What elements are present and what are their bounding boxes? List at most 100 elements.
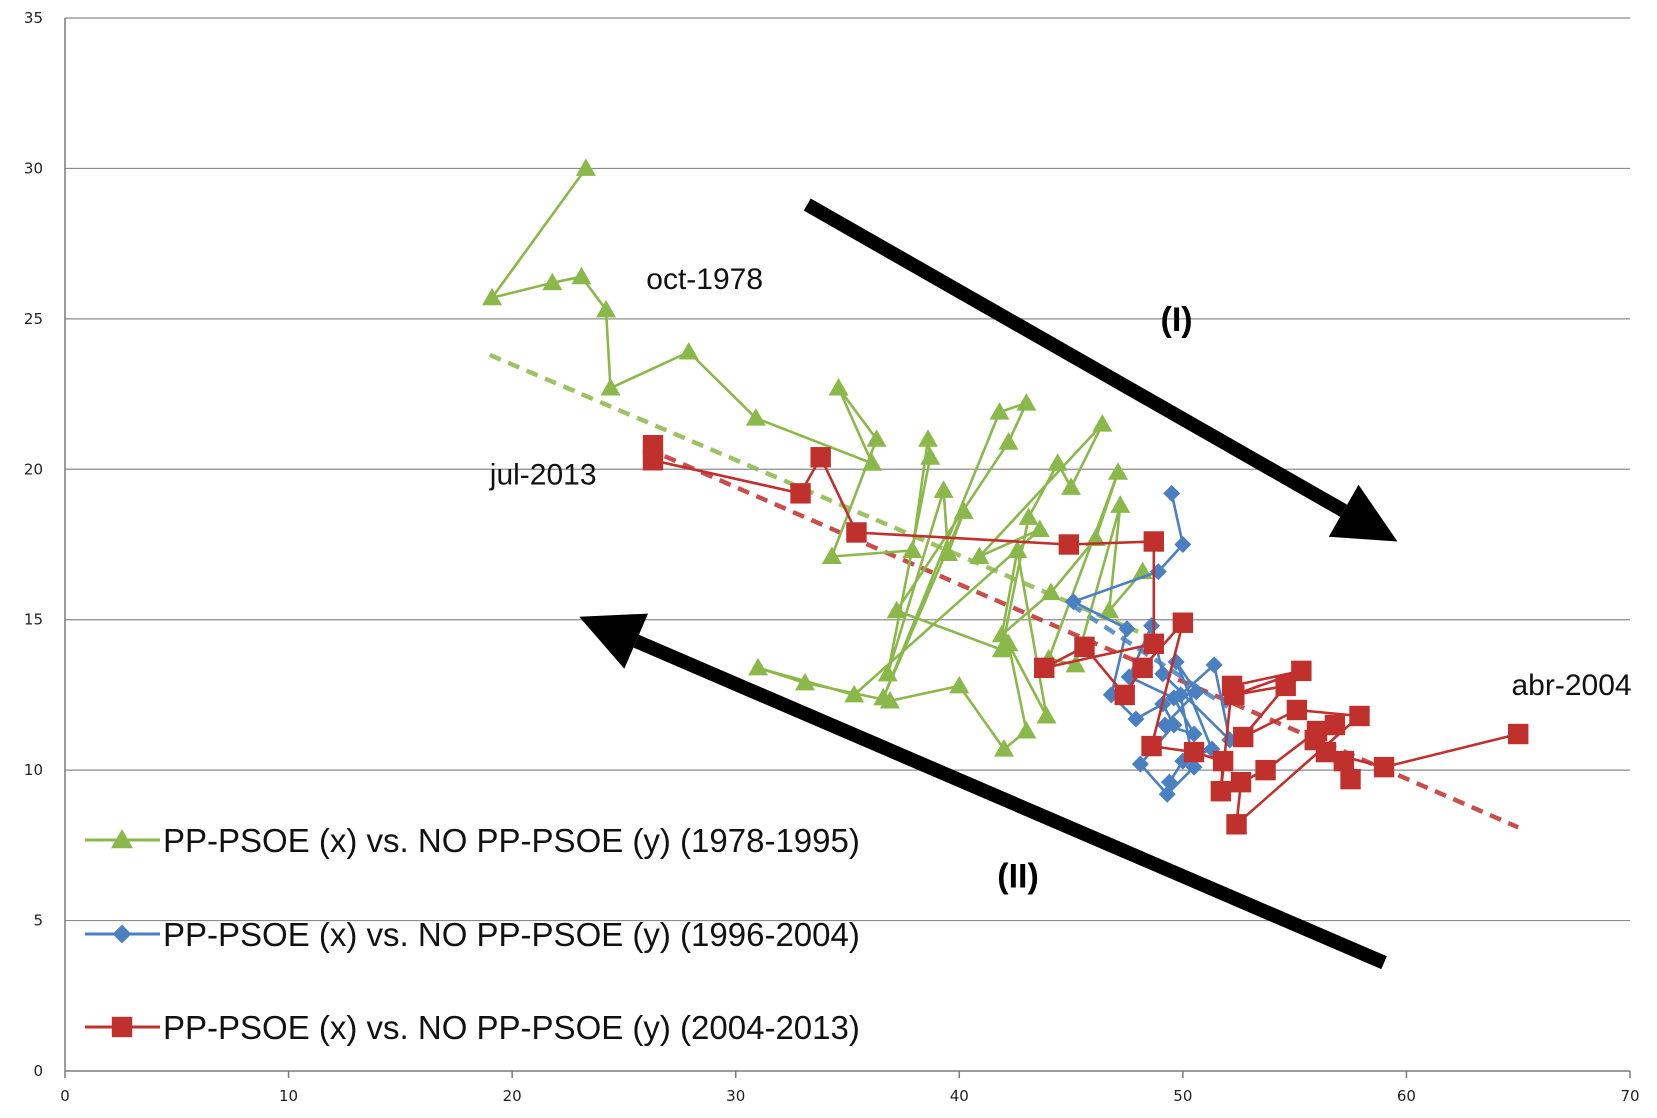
data-point-triangle (1099, 600, 1120, 619)
data-point-square (1275, 675, 1296, 697)
annotation-label: jul-2013 (489, 458, 597, 491)
data-point-triangle (998, 432, 1019, 450)
data-point-triangle (828, 378, 849, 396)
data-point-diamond (1174, 536, 1192, 553)
legend-label: PP-PSOE (x) vs. NO PP-PSOE (y) (1978-199… (163, 822, 860, 859)
data-point-square (1224, 684, 1245, 706)
trendline (1069, 602, 1229, 709)
data-point-diamond (1160, 773, 1178, 791)
data-point-triangle (111, 829, 133, 849)
x-tick-label: 30 (726, 1087, 745, 1105)
data-point-triangle (748, 657, 769, 676)
data-point-triangle (879, 690, 900, 709)
data-point-triangle (1018, 507, 1039, 525)
data-point-square (1210, 781, 1232, 802)
y-tick-label: 0 (33, 1062, 43, 1080)
data-point-diamond (1143, 617, 1161, 635)
data-point-square (1212, 750, 1234, 772)
data-point-diamond (112, 924, 132, 944)
data-point-triangle (998, 633, 1019, 652)
series-group (1064, 484, 1239, 803)
data-point-triangle (989, 402, 1010, 420)
data-point-square (1132, 657, 1153, 679)
data-point-triangle (1040, 582, 1061, 601)
y-tick-label: 5 (33, 912, 43, 930)
data-point-diamond (1205, 656, 1223, 674)
data-point-square (1340, 768, 1361, 790)
data-point-triangle (1036, 705, 1057, 724)
annotation-label: (I) (1161, 301, 1193, 339)
data-point-diamond (1118, 620, 1136, 638)
data-point-diamond (1064, 593, 1082, 611)
data-point-triangle (991, 624, 1012, 643)
data-point-triangle (877, 663, 898, 682)
data-point-diamond (1165, 716, 1183, 734)
x-tick-label: 60 (1397, 1087, 1416, 1105)
series-group (482, 158, 1153, 757)
data-point-triangle (953, 501, 974, 519)
data-point-triangle (949, 675, 970, 694)
data-point-triangle (1016, 721, 1037, 739)
x-tick-label: 70 (1620, 1087, 1639, 1105)
data-point-diamond (1156, 716, 1174, 734)
annotation-label: abr-2004 (1512, 669, 1632, 702)
data-point-square (1255, 759, 1276, 781)
series-line (1072, 493, 1232, 796)
data-point-triangle (969, 546, 990, 565)
data-point-triangle (1108, 462, 1129, 480)
data-point-square (1226, 814, 1247, 835)
y-tick-label: 20 (24, 460, 43, 478)
data-point-diamond (1185, 758, 1203, 776)
data-point-square (1349, 705, 1370, 727)
y-tick-label: 10 (24, 761, 43, 779)
y-tick-label: 35 (24, 9, 43, 27)
data-point-diamond (1158, 785, 1176, 803)
data-point-triangle (1016, 393, 1037, 411)
x-tick-label: 50 (1173, 1087, 1192, 1105)
data-point-triangle (482, 287, 503, 306)
data-point-diamond (1127, 710, 1145, 728)
data-point-square (1034, 657, 1055, 679)
trend-arrows (579, 198, 1398, 970)
x-tick-label: 10 (279, 1087, 298, 1105)
grid-lines (65, 17, 1630, 922)
annotations: oct-1978 jul-2013 abr-2004 (I) (II) (489, 263, 1632, 896)
data-point-diamond (1185, 725, 1203, 743)
data-point-diamond (1131, 755, 1149, 773)
data-point-triangle (795, 672, 816, 691)
arrow-head (1328, 484, 1398, 542)
data-point-triangle (1029, 519, 1050, 537)
data-point-diamond (1187, 683, 1205, 701)
data-point-square (1143, 531, 1164, 552)
data-point-triangle (1065, 654, 1086, 673)
data-point-square (846, 522, 867, 543)
y-tick-label: 15 (24, 611, 43, 629)
data-point-square (1324, 714, 1346, 736)
y-tick-label: 30 (24, 159, 43, 177)
data-point-triangle (575, 158, 596, 176)
data-point-triangle (844, 684, 865, 703)
data-point-triangle (1047, 453, 1068, 471)
data-point-triangle (886, 600, 907, 619)
data-point-square (1141, 735, 1162, 757)
x-tick-label: 20 (503, 1087, 522, 1105)
data-point-triangle (1085, 528, 1106, 546)
data-point-square (1230, 771, 1252, 793)
annotation-label: (II) (997, 857, 1039, 895)
data-point-square (1286, 699, 1308, 721)
data-point-diamond (1165, 689, 1183, 707)
data-point-triangle (1007, 540, 1028, 559)
data-point-square (1333, 750, 1355, 772)
data-point-triangle (866, 429, 887, 447)
data-point-triangle (1092, 414, 1113, 432)
data-point-triangle (862, 453, 883, 471)
data-point-triangle (1110, 495, 1131, 513)
data-point-square (642, 450, 664, 471)
data-point-triangle (821, 546, 842, 565)
data-point-triangle (917, 429, 938, 447)
arrow-head (579, 613, 649, 669)
data-point-triangle (542, 272, 563, 291)
data-point-square (1373, 756, 1395, 778)
data-point-square (790, 483, 811, 504)
